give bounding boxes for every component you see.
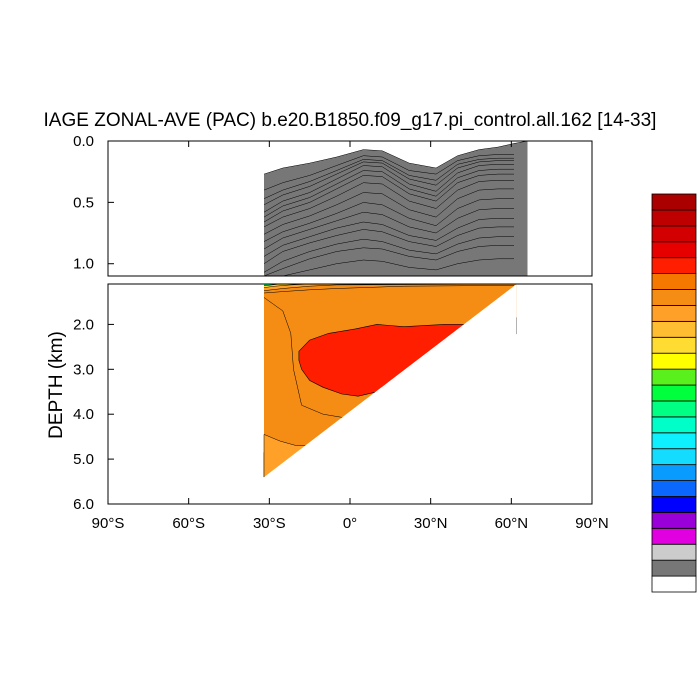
x-tick-label-6: 90°N <box>575 515 609 532</box>
colorbar-swatch-8 <box>651 448 697 466</box>
lower-shallow-line-4 <box>263 284 515 291</box>
colorbar-swatch-22 <box>651 225 697 243</box>
colorbar-swatch-24 <box>651 193 697 211</box>
axis-ticks: 90°S 60°S 30°S 0° 30°N 60°N 90°N 0.0 0.5 1.0 2.0 3.… <box>73 133 609 532</box>
upper-contour-line-15 <box>263 141 528 175</box>
x-tick-label-0: 90°S <box>92 515 125 532</box>
upper-contour-line-12 <box>263 160 514 206</box>
upper-contour-line-7 <box>263 188 514 235</box>
colorbar-swatch-10 <box>651 416 697 434</box>
upper-contour-line-8 <box>263 180 514 228</box>
upper-contour-line-9 <box>263 173 514 223</box>
lower-y-tick-label-2: 4.0 <box>73 406 94 423</box>
upper-contour-band-15 <box>264 141 528 276</box>
colorbar-swatch-11 <box>651 400 697 418</box>
colorbar-swatch-6 <box>651 480 697 497</box>
lower-shallow-line-3 <box>263 285 515 294</box>
upper-panel-contours <box>263 141 528 276</box>
lower-y-tick-label-4: 6.0 <box>73 496 94 513</box>
colorbar-swatch-15 <box>651 336 697 354</box>
lower-shallow-band-5 <box>264 284 310 288</box>
upper-contour-line-6 <box>263 198 514 242</box>
upper-contour-line-0 <box>264 258 514 276</box>
colorbar-swatch-7 <box>651 464 697 481</box>
y-axis-label: DEPTH (km) <box>46 331 67 439</box>
upper-contour-line-10 <box>263 168 514 218</box>
colorbar-swatch-12 <box>651 384 697 402</box>
upper-contour-line-14 <box>263 154 514 191</box>
lower-shallow-band-3 <box>264 284 514 293</box>
upper-y-tick-label-0: 0.0 <box>73 133 94 150</box>
upper-contour-line-4 <box>263 218 514 257</box>
colorbar-swatch-20 <box>651 257 697 274</box>
upper-contour-line-5 <box>263 208 514 250</box>
colorbar-swatch-17 <box>651 305 697 322</box>
lower-y-tick-label-1: 3.0 <box>73 361 94 378</box>
colorbar-swatch-18 <box>651 289 697 306</box>
upper-y-tick-label-2: 1.0 <box>73 256 94 273</box>
x-tick-label-3: 0° <box>343 515 357 532</box>
colorbar-swatch-9 <box>651 432 697 450</box>
upper-y-tick-label-1: 0.5 <box>73 194 94 211</box>
lower-y-tick-label-0: 2.0 <box>73 316 94 333</box>
colorbar-swatch-14 <box>651 352 697 370</box>
upper-contour-line-1 <box>263 245 514 276</box>
lower-panel-contours <box>263 284 592 504</box>
colorbar-swatch-5 <box>651 496 697 513</box>
colorbar-swatch-21 <box>651 241 697 259</box>
colorbar <box>651 193 697 593</box>
upper-contour-line-2 <box>263 236 514 273</box>
x-tick-label-1: 60°S <box>172 515 205 532</box>
x-tick-label-2: 30°S <box>253 515 286 532</box>
lower-y-tick-label-3: 5.0 <box>73 451 94 468</box>
colorbar-swatch-19 <box>651 273 697 290</box>
colorbar-swatch-13 <box>651 368 697 386</box>
colorbar-swatch-1 <box>651 559 697 577</box>
colorbar-swatch-0 <box>651 575 697 593</box>
lower-land-mask <box>264 284 592 504</box>
colorbar-swatch-3 <box>651 527 697 545</box>
chart-title: IAGE ZONAL-AVE (PAC) b.e20.B1850.f09_g17… <box>44 110 657 131</box>
upper-contour-line-3 <box>263 226 514 264</box>
colorbar-swatch-4 <box>651 512 697 529</box>
colorbar-swatch-23 <box>651 209 697 227</box>
colorbar-swatch-2 <box>651 543 697 561</box>
upper-contour-line-13 <box>263 157 514 199</box>
x-tick-label-4: 30°N <box>414 515 448 532</box>
upper-contour-line-11 <box>263 164 514 213</box>
x-tick-label-5: 60°N <box>495 515 529 532</box>
colorbar-swatch-16 <box>651 320 697 338</box>
